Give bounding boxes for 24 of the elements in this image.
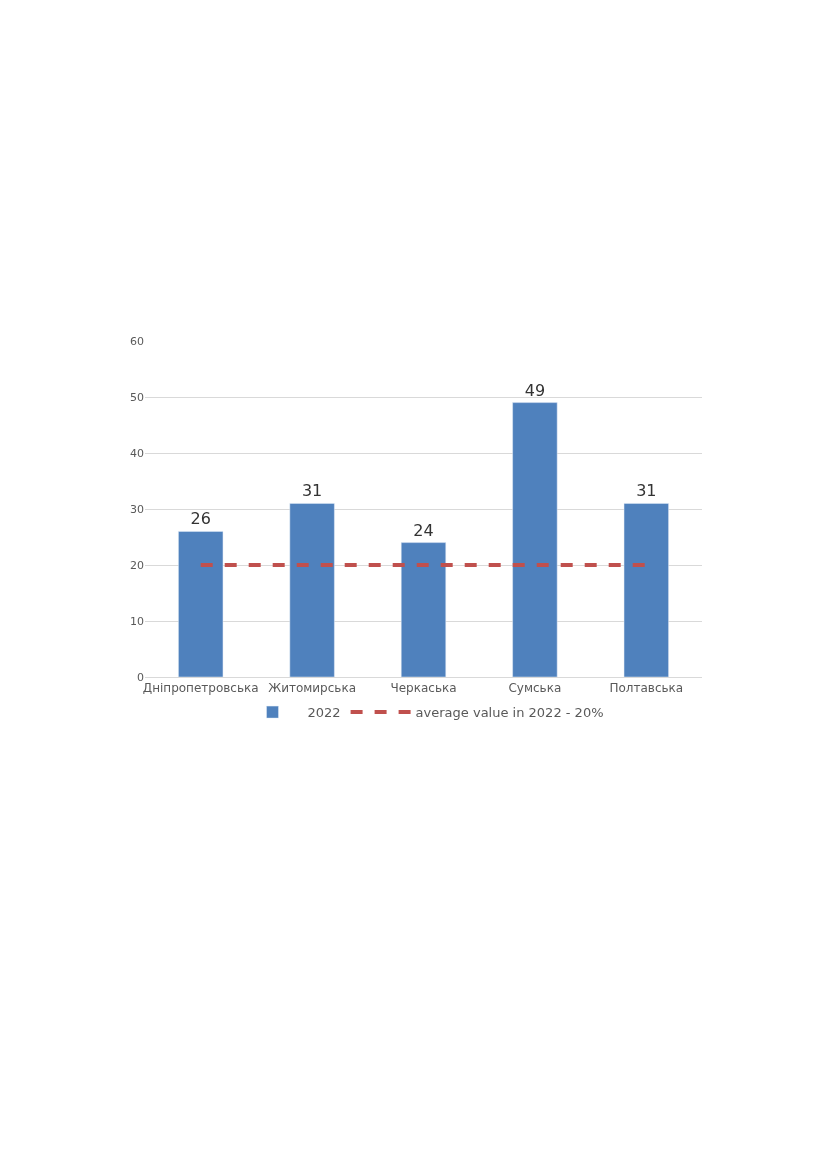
data-label: 31 — [301, 481, 323, 501]
y-tick-label: 0 — [137, 670, 144, 684]
y-tick-label: 50 — [130, 390, 144, 404]
y-tick-label: 20 — [130, 558, 144, 572]
legend-label: 2022 — [307, 705, 341, 721]
y-tick-label: 60 — [130, 334, 144, 348]
y-tick-label: 10 — [130, 614, 144, 628]
bar — [289, 503, 335, 677]
bar — [400, 542, 447, 677]
bar — [623, 503, 669, 677]
bar — [178, 531, 224, 677]
x-tick-label: Черкаська — [390, 681, 457, 696]
bar — [512, 402, 558, 677]
x-tick-label: Житомирська — [268, 681, 356, 696]
data-label: 31 — [636, 481, 657, 501]
data-label: 49 — [524, 380, 546, 400]
y-tick-label: 40 — [130, 446, 144, 460]
x-tick-label: Сумська — [508, 681, 562, 696]
data-label: 26 — [190, 509, 211, 529]
y-tick-label: 30 — [130, 502, 144, 516]
legend-label: average value in 2022 - 20% — [415, 705, 604, 721]
data-label: 24 — [413, 520, 434, 540]
x-tick-label: Дніпропетровська — [142, 681, 259, 696]
x-tick-label: Полтавська — [609, 681, 684, 696]
